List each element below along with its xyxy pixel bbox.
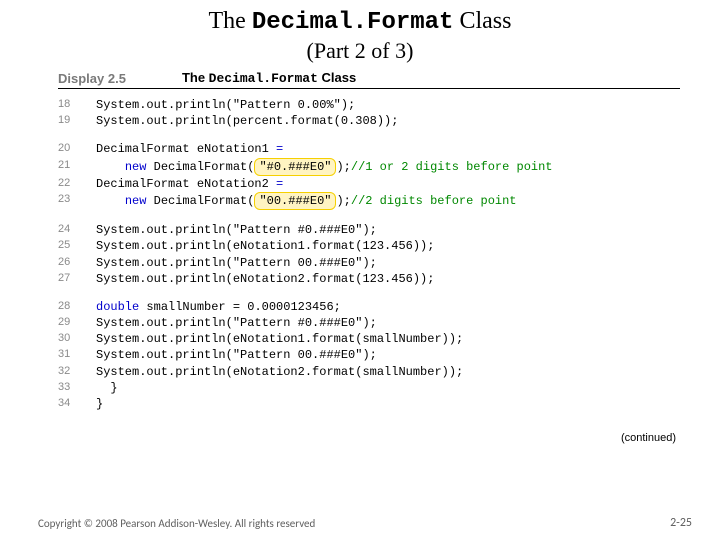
code-text: } <box>96 380 118 396</box>
line-number: 24 <box>58 222 96 238</box>
code-text: DecimalFormat eNotation1 = <box>96 141 283 157</box>
code-line: 29System.out.println("Pattern #0.###E0")… <box>58 315 720 331</box>
code-block: 18System.out.println("Pattern 0.00%");19… <box>58 97 720 129</box>
code-line: 22DecimalFormat eNotation2 = <box>58 176 720 192</box>
code-text: System.out.println(eNotation1.format(123… <box>96 238 434 254</box>
line-number: 32 <box>58 364 96 380</box>
code-text: } <box>96 396 103 412</box>
line-number: 18 <box>58 97 96 113</box>
code-text: DecimalFormat eNotation2 = <box>96 176 283 192</box>
code-text: System.out.println("Pattern 00.###E0"); <box>96 255 377 271</box>
code-line: 24System.out.println("Pattern #0.###E0")… <box>58 222 720 238</box>
code-text: new DecimalFormat("#0.###E0");//1 or 2 d… <box>96 158 553 176</box>
code-text: System.out.println(percent.format(0.308)… <box>96 113 398 129</box>
code-line: 28double smallNumber = 0.0000123456; <box>58 299 720 315</box>
title-post: Class <box>453 8 511 34</box>
line-number: 28 <box>58 299 96 315</box>
code-text: new DecimalFormat("00.###E0");//2 digits… <box>96 192 517 210</box>
code-line: 30System.out.println(eNotation1.format(s… <box>58 331 720 347</box>
code-text: System.out.println(eNotation2.format(123… <box>96 271 434 287</box>
code-line: 19System.out.println(percent.format(0.30… <box>58 113 720 129</box>
code-text: System.out.println(eNotation1.format(sma… <box>96 331 463 347</box>
display-header-row: Display 2.5 The Decimal.Format Class <box>58 70 720 86</box>
code-line: 25System.out.println(eNotation1.format(1… <box>58 238 720 254</box>
code-line: 26System.out.println("Pattern 00.###E0")… <box>58 255 720 271</box>
continued-label: (continued) <box>621 432 676 444</box>
code-line: 20DecimalFormat eNotation1 = <box>58 141 720 157</box>
code-line: 31System.out.println("Pattern 00.###E0")… <box>58 347 720 363</box>
copyright-text: Copyright © 2008 Pearson Addison-Wesley.… <box>38 517 315 530</box>
header-rule <box>58 88 680 89</box>
line-number: 25 <box>58 238 96 254</box>
title-mono: Decimal.Format <box>252 9 454 36</box>
slide-title: The Decimal.Format Class <box>0 6 720 38</box>
code-text: System.out.println("Pattern 0.00%"); <box>96 97 355 113</box>
line-number: 33 <box>58 380 96 396</box>
line-number: 30 <box>58 331 96 347</box>
line-number: 34 <box>58 396 96 412</box>
page-number: 2-25 <box>670 516 692 530</box>
code-text: System.out.println(eNotation2.format(sma… <box>96 364 463 380</box>
code-line: 32System.out.println(eNotation2.format(s… <box>58 364 720 380</box>
line-number: 29 <box>58 315 96 331</box>
title-pre: The <box>209 8 252 34</box>
code-block: 28double smallNumber = 0.0000123456;29Sy… <box>58 299 720 412</box>
code-text: System.out.println("Pattern #0.###E0"); <box>96 315 377 331</box>
slide-subtitle: (Part 2 of 3) <box>0 38 720 64</box>
display-class-label: The Decimal.Format Class <box>182 70 356 86</box>
code-block: 24System.out.println("Pattern #0.###E0")… <box>58 222 720 287</box>
line-number: 22 <box>58 176 96 192</box>
display-number: Display 2.5 <box>58 71 126 86</box>
line-number: 27 <box>58 271 96 287</box>
code-line: 27System.out.println(eNotation2.format(1… <box>58 271 720 287</box>
code-line: 34} <box>58 396 720 412</box>
line-number: 23 <box>58 192 96 210</box>
code-block: 20DecimalFormat eNotation1 =21 new Decim… <box>58 141 720 210</box>
code-text: System.out.println("Pattern 00.###E0"); <box>96 347 377 363</box>
code-line: 23 new DecimalFormat("00.###E0");//2 dig… <box>58 192 720 210</box>
code-line: 21 new DecimalFormat("#0.###E0");//1 or … <box>58 158 720 176</box>
code-line: 33 } <box>58 380 720 396</box>
line-number: 26 <box>58 255 96 271</box>
code-text: double smallNumber = 0.0000123456; <box>96 299 341 315</box>
line-number: 21 <box>58 158 96 176</box>
line-number: 20 <box>58 141 96 157</box>
line-number: 31 <box>58 347 96 363</box>
line-number: 19 <box>58 113 96 129</box>
code-listing: 18System.out.println("Pattern 0.00%");19… <box>58 97 720 412</box>
code-line: 18System.out.println("Pattern 0.00%"); <box>58 97 720 113</box>
code-text: System.out.println("Pattern #0.###E0"); <box>96 222 377 238</box>
